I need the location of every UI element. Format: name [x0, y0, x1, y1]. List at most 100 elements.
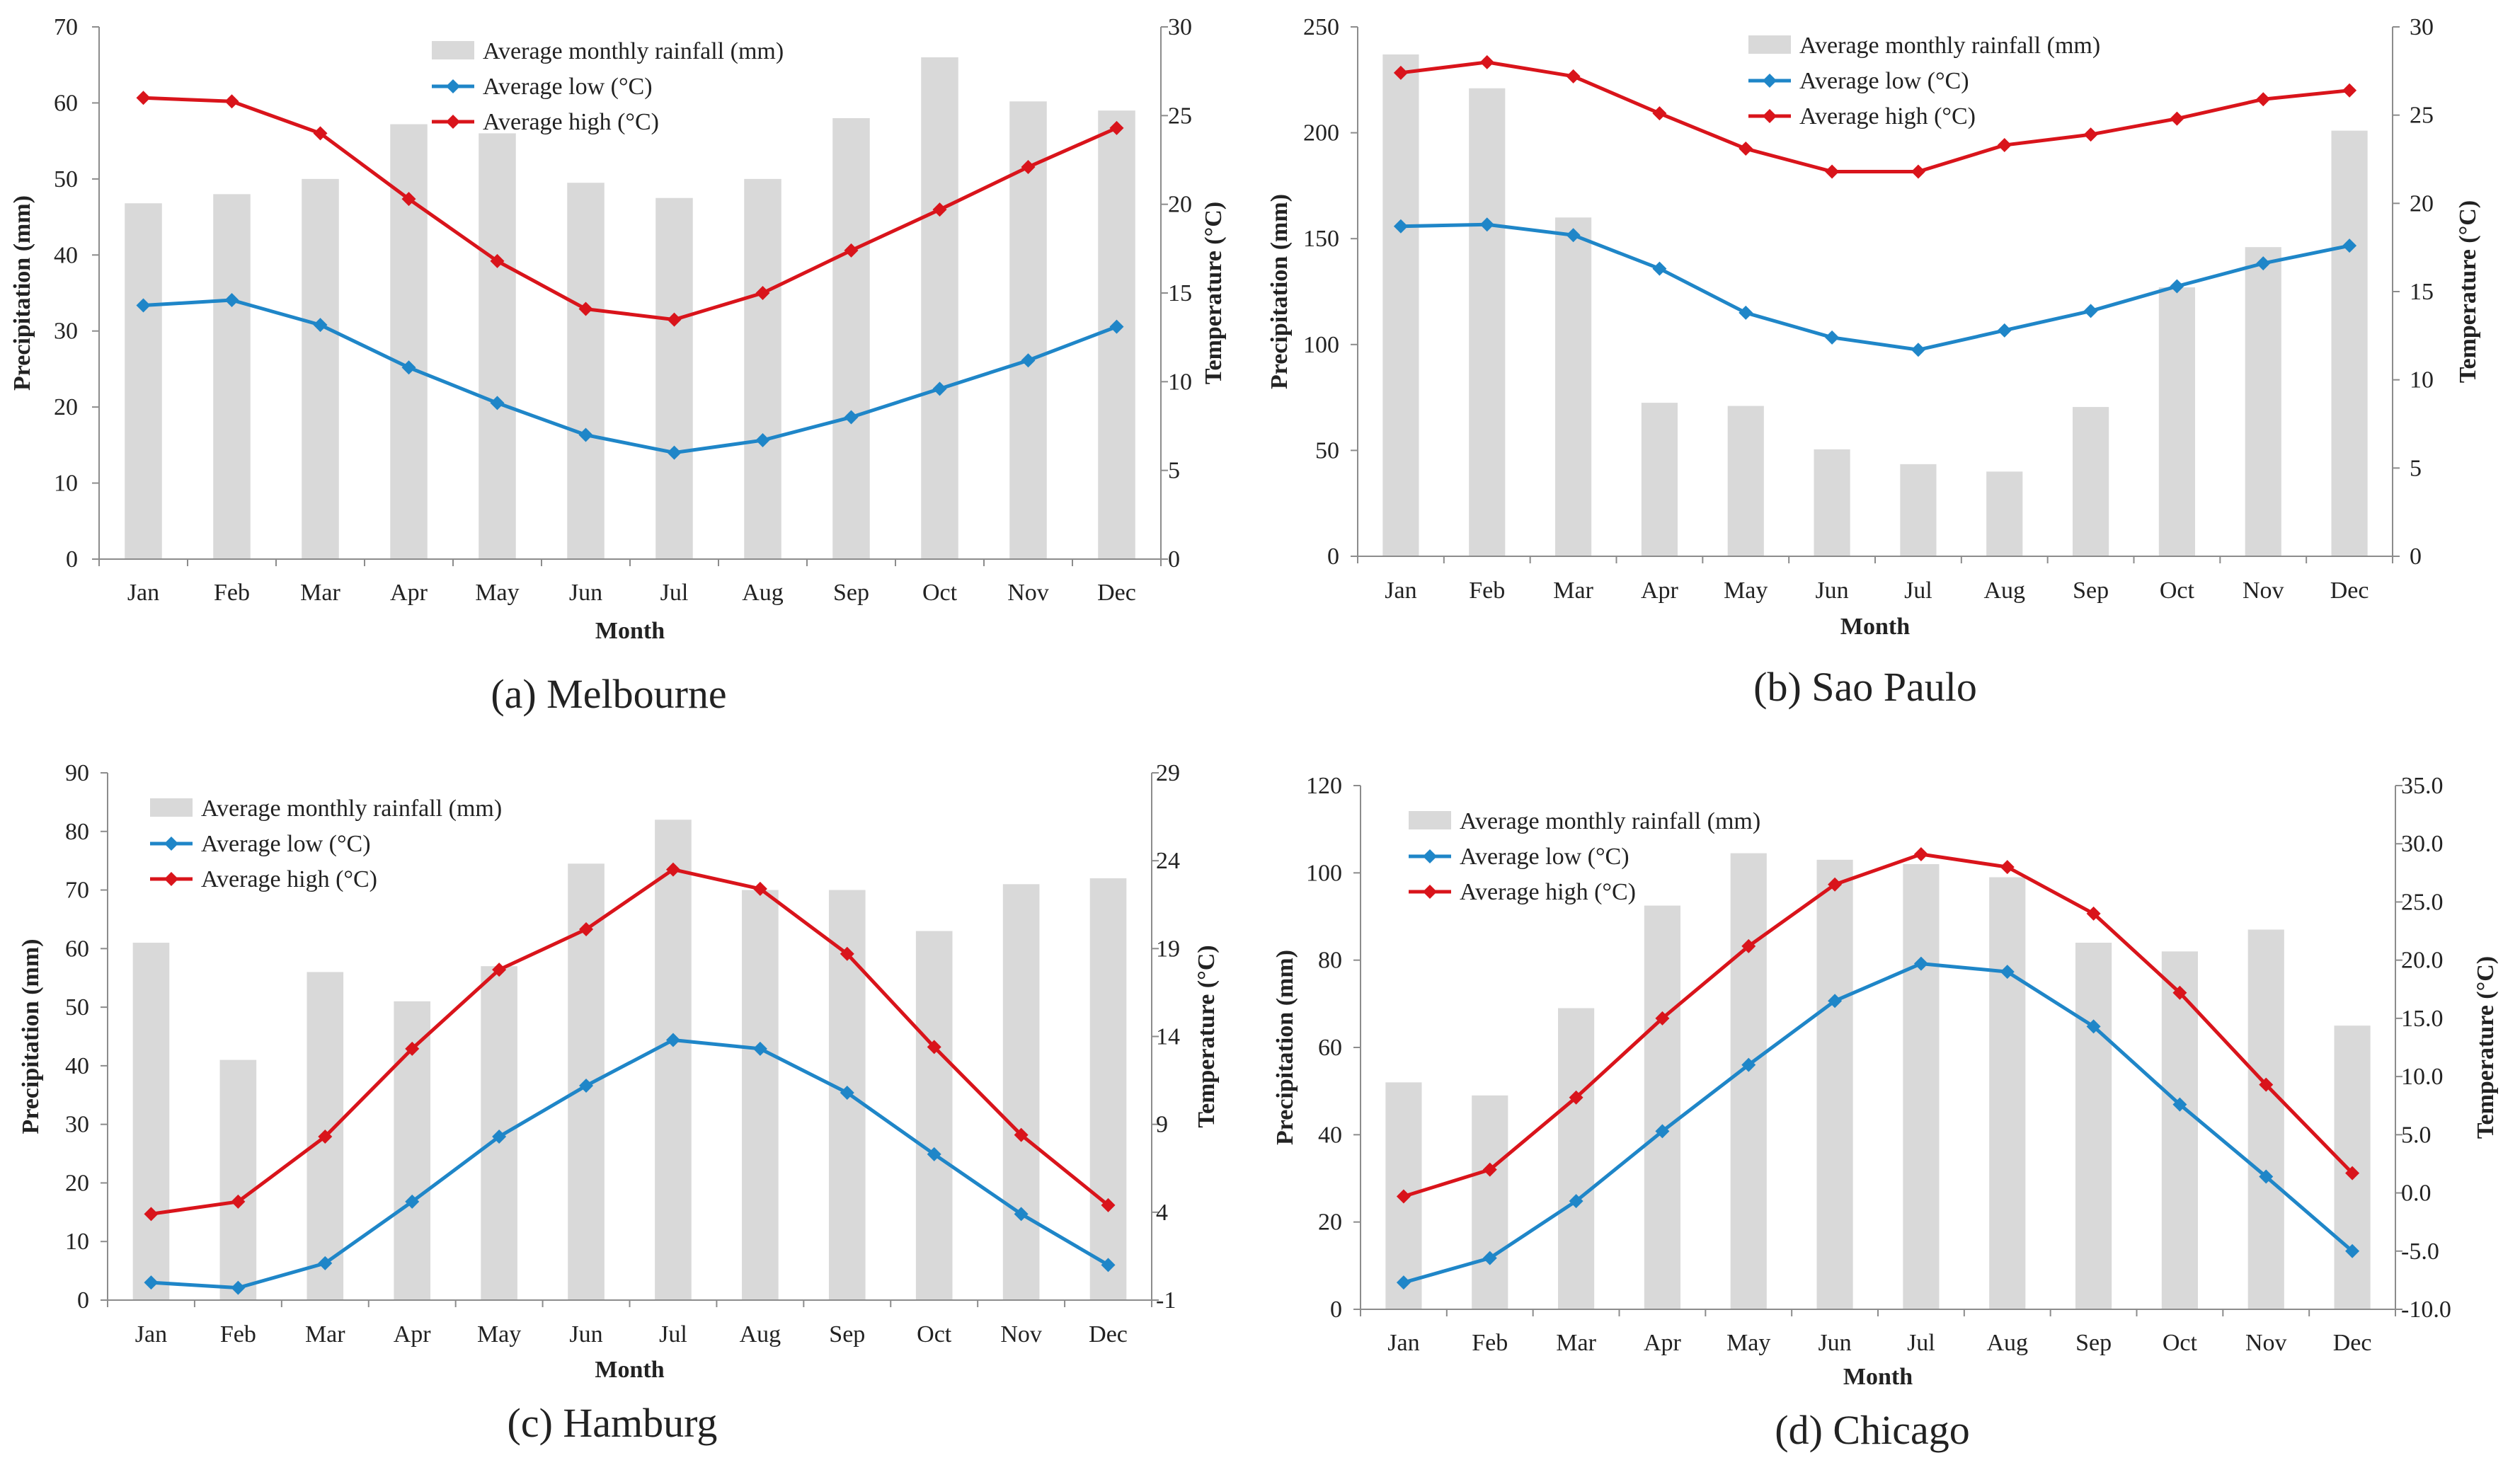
right-tick-label: 29	[1156, 760, 1180, 786]
right-tick-label: 10.0	[2401, 1064, 2444, 1090]
low-temperature-point	[1101, 1258, 1116, 1272]
left-tick-label: 0	[66, 546, 78, 573]
low-temperature-point	[1825, 330, 1840, 345]
high-temperature-point	[1021, 160, 1036, 175]
month-label: Mar	[1556, 1330, 1596, 1356]
rainfall-bar	[744, 178, 781, 559]
right-tick-label: 19	[1156, 936, 1180, 962]
low-temperature-point	[932, 381, 947, 396]
legend-rainfall-label: Average monthly rainfall (mm)	[1799, 33, 2100, 59]
month-label: Aug	[1983, 578, 2025, 604]
low-temperature-point	[1655, 1124, 1670, 1139]
month-label: Nov	[1000, 1321, 1042, 1348]
low-temperature-point	[492, 1130, 507, 1144]
low-temperature-point	[2342, 239, 2357, 253]
month-label: Aug	[1986, 1330, 2028, 1356]
high-temperature-point	[2083, 127, 2098, 142]
y2-axis-title: Temperature (°C)	[2455, 200, 2481, 383]
right-tick-label: -10.0	[2401, 1297, 2451, 1323]
high-temperature-point	[1396, 1189, 1411, 1204]
left-tick-label: 30	[54, 318, 78, 345]
high-temperature-point	[1479, 54, 1494, 69]
low-temperature-point	[2172, 1097, 2187, 1112]
right-tick-label: 30.0	[2401, 831, 2444, 857]
right-tick-label: 15.0	[2401, 1006, 2444, 1032]
rainfall-bar	[1557, 1008, 1595, 1309]
low-temperature-point	[1739, 305, 1753, 320]
right-tick-label: 4	[1156, 1200, 1168, 1226]
low-temperature-point	[667, 445, 682, 460]
high-temperature-point	[2000, 860, 2015, 875]
rainfall-bar	[1727, 406, 1764, 556]
legend-high-label: Average high (°C)	[201, 866, 377, 892]
high-temperature-point	[492, 963, 507, 977]
month-label: Mar	[305, 1321, 345, 1348]
rainfall-bar	[1816, 859, 1853, 1309]
high-temperature-point	[1913, 847, 1928, 862]
rainfall-bar	[213, 194, 251, 559]
chart-panel: 0 50 100 150 200 250 0 5 10 15 20 25 30 Jan Feb Mar Apr M…	[1266, 14, 2481, 710]
chart-caption: (d) Chicago	[1775, 1407, 1969, 1453]
month-label: Aug	[740, 1321, 781, 1348]
low-temperature-point	[2256, 256, 2271, 271]
month-label: Sep	[833, 580, 869, 606]
legend-high-label: Average high (°C)	[1460, 879, 1636, 905]
rainfall-bar	[2075, 943, 2112, 1309]
x-axis-title: Month	[595, 618, 665, 644]
left-tick-label: 40	[65, 1053, 89, 1079]
high-temperature-point	[405, 1041, 420, 1056]
left-tick-label: 30	[65, 1112, 89, 1138]
low-temperature-point	[1396, 1275, 1411, 1290]
legend-low-label: Average low (°C)	[1460, 844, 1630, 870]
left-tick-label: 0	[77, 1287, 89, 1314]
legend-low-marker	[164, 837, 178, 851]
rainfall-bar	[915, 931, 953, 1300]
right-tick-label: 35.0	[2401, 773, 2444, 799]
month-label: Nov	[2245, 1330, 2287, 1356]
left-tick-label: 50	[1315, 437, 1339, 464]
month-label: Jun	[569, 580, 602, 606]
rainfall-bar	[1089, 878, 1127, 1300]
low-temperature-point	[1479, 217, 1494, 232]
legend-rainfall-swatch	[1409, 811, 1451, 829]
rainfall-bar	[1986, 471, 2023, 556]
high-temperature-point	[1482, 1162, 1497, 1177]
rainfall-bar	[2331, 130, 2368, 556]
legend-rainfall-swatch	[150, 798, 193, 817]
rainfall-bar	[1903, 864, 1940, 1309]
low-temperature-line	[151, 1038, 1109, 1290]
month-label: Nov	[2243, 578, 2284, 604]
month-label: Apr	[1641, 578, 1679, 604]
left-tick-label: 60	[65, 936, 89, 962]
y-axis-title: Precipitation (mm)	[9, 195, 35, 391]
rainfall-bar	[1554, 217, 1592, 556]
low-temperature-point	[2000, 965, 2015, 979]
high-temperature-point	[313, 126, 328, 141]
high-temperature-point	[1825, 164, 1840, 179]
right-tick-label: -1	[1156, 1287, 1176, 1314]
left-tick-label: 20	[1318, 1210, 1342, 1236]
y-axis-title: Precipitation (mm)	[1266, 194, 1293, 389]
left-tick-label: 20	[54, 394, 78, 420]
low-temperature-point	[755, 433, 770, 448]
high-temperature-point	[2342, 83, 2357, 98]
high-temperature-point	[401, 192, 416, 207]
chart-panel: 0 10 20 30 40 50 60 70 0 5 10 15 20 25 30 Jan Feb Mar Apr M…	[9, 14, 1227, 717]
right-tick-label: 20	[2410, 190, 2434, 217]
rainfall-bar	[1098, 110, 1135, 559]
month-label: Dec	[2333, 1330, 2372, 1356]
month-label: Sep	[2073, 578, 2109, 604]
high-temperature-point	[2256, 92, 2271, 107]
month-label: Jan	[127, 580, 159, 606]
legend-low-marker	[1423, 849, 1437, 863]
high-temperature-point	[1911, 164, 1925, 179]
left-tick-label: 90	[65, 760, 89, 786]
month-label: Apr	[394, 1321, 432, 1348]
y2-axis-title: Temperature (°C)	[1201, 202, 1227, 384]
rainfall-bar	[742, 890, 779, 1300]
rainfall-bar	[2072, 407, 2109, 556]
x-axis-title: Month	[595, 1357, 664, 1383]
right-tick-label: 20.0	[2401, 948, 2444, 974]
high-temperature-point	[927, 1040, 941, 1055]
